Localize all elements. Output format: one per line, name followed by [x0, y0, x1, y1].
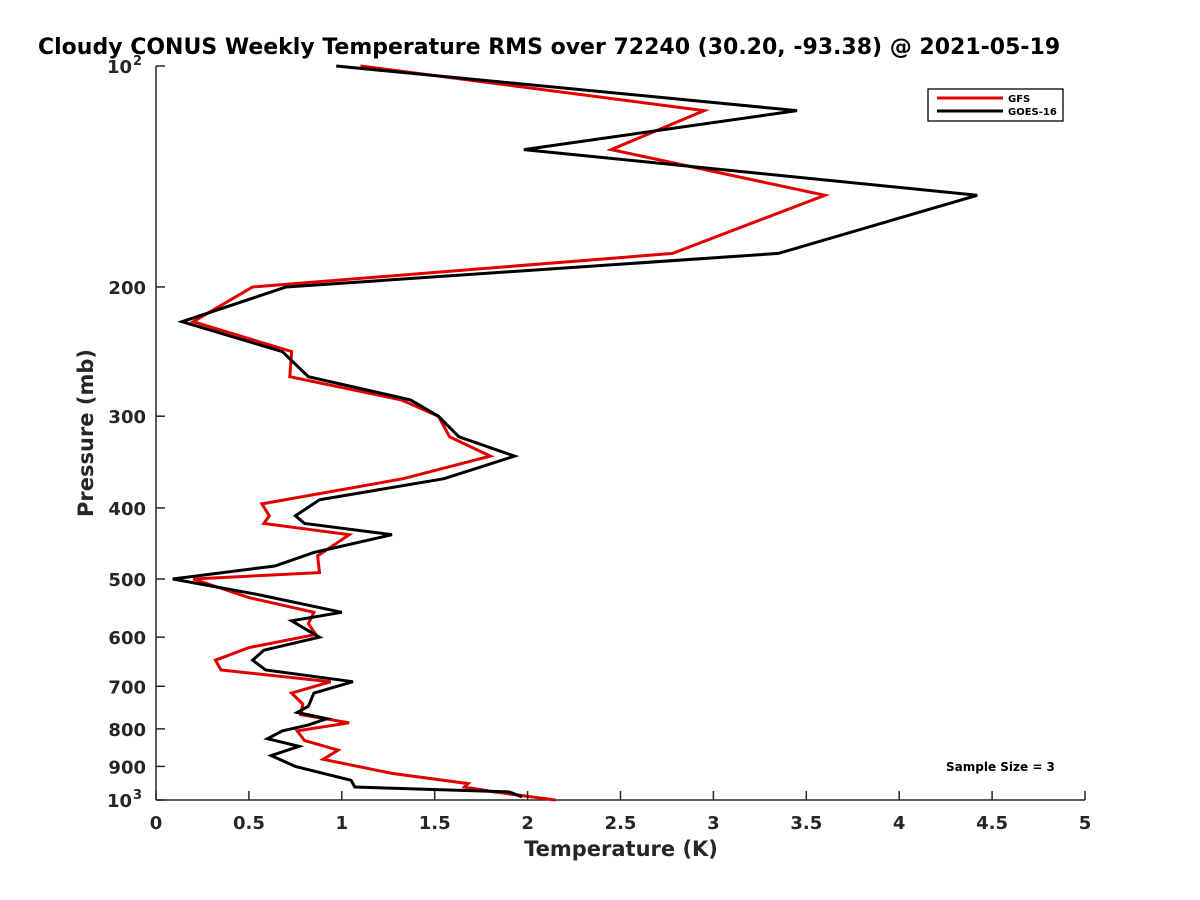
y-tick-label: 10 3 — [107, 788, 142, 812]
legend: GFS GOES-16 — [927, 88, 1064, 122]
y-tick-label: 500 — [108, 570, 146, 591]
x-tick-label: 2.5 — [605, 813, 637, 834]
series-line-goes-16 — [172, 64, 978, 799]
x-axis-ticks: 0 0.5 1 1.5 2 2.5 3 3.5 4 4.5 5 — [150, 791, 1092, 834]
x-tick-label: 3.5 — [790, 813, 822, 834]
x-tick-label: 2 — [521, 813, 534, 834]
y-tick-label: 400 — [108, 499, 146, 520]
y-tick-label: 200 — [108, 278, 146, 299]
sample-size-annotation: Sample Size = 3 — [946, 760, 1055, 774]
y-tick-label: 800 — [108, 720, 146, 741]
y-tick-label: 300 — [108, 407, 146, 428]
y-tick-label: 900 — [108, 757, 146, 778]
x-tick-label: 5 — [1079, 813, 1092, 834]
x-tick-label: 3 — [707, 813, 720, 834]
x-tick-label: 0.5 — [233, 813, 265, 834]
y-tick-exponent: 3 — [133, 788, 142, 803]
y-tick-label: 700 — [108, 677, 146, 698]
y-tick-exponent: 2 — [133, 54, 142, 69]
y-tick-label: 600 — [108, 628, 146, 649]
y-tick-base: 10 — [107, 791, 132, 812]
plot-area — [155, 64, 1085, 802]
series-line-gfs — [189, 64, 831, 802]
legend-label: GFS — [1008, 94, 1030, 105]
legend-label: GOES-16 — [1008, 107, 1057, 118]
x-tick-label: 0 — [150, 813, 163, 834]
x-tick-label: 4.5 — [976, 813, 1008, 834]
legend-box — [927, 88, 1064, 122]
x-axis-label: Temperature (K) — [524, 837, 718, 861]
chart-title: Cloudy CONUS Weekly Temperature RMS over… — [38, 35, 1060, 60]
y-tick-base: 10 — [107, 57, 132, 78]
x-tick-label: 1.5 — [419, 813, 451, 834]
y-tick-label: 10 2 — [107, 54, 142, 78]
x-tick-label: 4 — [893, 813, 906, 834]
y-axis-label: Pressure (mb) — [74, 349, 98, 517]
x-tick-label: 1 — [336, 813, 349, 834]
